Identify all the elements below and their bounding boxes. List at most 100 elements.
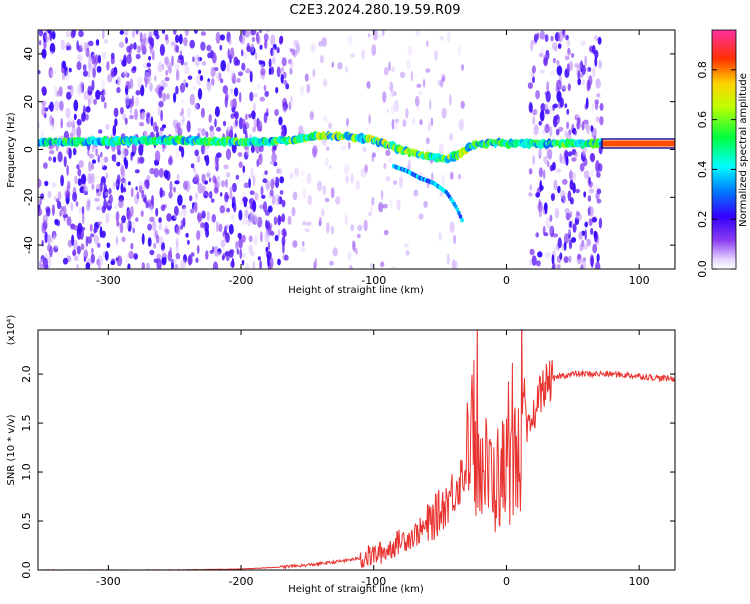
spectrogram-noise-blob — [458, 118, 464, 131]
spectrogram-noise-blob — [42, 257, 49, 269]
spectrogram-noise-blob — [251, 36, 256, 43]
spectrogram-noise-blob — [135, 217, 139, 222]
spectrogram-noise-blob — [141, 262, 145, 269]
spectrogram-noise-blob — [125, 94, 130, 107]
spectrogram-noise-blob — [183, 79, 186, 85]
spectrogram-noise-blob — [532, 154, 536, 166]
spectrogram-noise-blob — [535, 205, 539, 211]
spectrogram-noise-blob — [230, 113, 234, 119]
spectrogram-noise-blob — [151, 195, 154, 205]
spectrogram-noise-blob — [60, 174, 64, 187]
spectrogram-noise-blob — [549, 125, 553, 137]
spectrogram-noise-blob — [118, 199, 124, 209]
spectrogram-noise-blob — [254, 192, 259, 201]
spectrogram-noise-blob — [556, 61, 561, 67]
spectrogram-noise-blob — [230, 88, 233, 95]
spectrogram-noise-blob — [121, 167, 126, 180]
spectrogram-noise-blob — [194, 30, 198, 34]
spectrogram-noise-blob — [162, 92, 167, 102]
spectrogram-noise-blob — [598, 60, 602, 69]
spectrogram-noise-blob — [206, 81, 210, 87]
spectrogram-noise-blob — [126, 54, 132, 65]
spectrogram-noise-blob — [546, 148, 553, 160]
spectrogram-noise-blob — [243, 182, 250, 189]
spectrogram-noise-blob — [171, 258, 177, 264]
spectrogram-noise-blob — [383, 229, 389, 236]
spectrogram-noise-blob — [290, 95, 293, 102]
spectrogram-noise-blob — [71, 125, 76, 137]
spectrogram-noise-blob — [241, 118, 246, 128]
spectrogram-noise-blob — [253, 117, 257, 129]
spectrogram-noise-blob — [371, 152, 375, 163]
spectrogram-noise-blob — [306, 83, 311, 94]
spectrogram-noise-blob — [578, 61, 583, 71]
spectrogram-noise-blob — [125, 220, 130, 231]
spectrogram-noise-blob — [441, 107, 447, 119]
spectrogram-noise-blob — [242, 215, 248, 226]
spectrogram-noise-blob — [385, 176, 391, 182]
spectrogram-noise-blob — [168, 191, 173, 199]
spectrogram-noise-blob — [588, 205, 594, 217]
spectrogram-noise-blob — [182, 207, 187, 217]
spectrogram-noise-blob — [276, 66, 281, 78]
spectrogram-noise-blob — [211, 214, 217, 223]
spectrogram-noise-blob — [300, 246, 306, 253]
spectrogram-noise-blob — [166, 93, 170, 100]
colorbar: 0.0 0.2 0.4 0.6 0.8 Normalized spectral ampl… — [696, 29, 749, 278]
spectrogram-noise-blob — [360, 168, 366, 178]
spectrogram-noise-blob — [72, 192, 78, 202]
spectrogram-noise-blob — [292, 191, 298, 201]
spectrogram-noise-blob — [278, 36, 283, 45]
spectrogram-noise-blob — [596, 171, 601, 178]
spectrogram-noise-blob — [390, 104, 396, 115]
spectrogram-noise-blob — [59, 100, 64, 112]
spectrogram-noise-blob — [195, 192, 198, 200]
spectrogram-noise-blob — [91, 55, 96, 65]
spectrogram-noise-blob — [577, 78, 581, 86]
spectrogram-noise-blob — [565, 156, 569, 166]
spectrogram-noise-blob — [309, 111, 314, 120]
spectrogram-noise-blob — [281, 199, 286, 208]
spectrogram-noise-blob — [108, 187, 112, 195]
spectrogram-noise-blob — [539, 69, 545, 74]
spectrogram-noise-blob — [209, 130, 215, 139]
spectrogram-noise-blob — [439, 35, 445, 41]
spectrogram-noise-blob — [68, 67, 72, 73]
spectrogram-noise-blob — [53, 245, 59, 253]
spectrogram-noise-blob — [579, 163, 585, 172]
spectrogram-noise-blob — [76, 264, 79, 269]
spectrogram-noise-blob — [355, 247, 358, 255]
spectrogram-noise-blob — [205, 228, 210, 238]
spectrogram-noise-blob — [108, 194, 114, 204]
spectrogram-noise-blob — [88, 40, 94, 47]
spectrogram-noise-blob — [72, 248, 77, 257]
spectrogram-noise-blob — [239, 199, 244, 206]
spectrogram-noise-blob — [68, 147, 72, 159]
spectrogram-noise-blob — [50, 70, 54, 77]
spectrogram-noise-blob — [306, 173, 312, 184]
spectrogram-noise-blob — [155, 234, 160, 244]
spectrogram-noise-blob — [532, 76, 535, 84]
spectrogram-noise-blob — [222, 85, 228, 94]
spectrogram-noise-blob — [138, 144, 144, 156]
spectrogram-noise-blob — [244, 30, 250, 38]
spectrogram-noise-blob — [194, 149, 199, 157]
spectrogram-noise-blob — [245, 204, 251, 209]
spectrogram-noise-blob — [591, 67, 596, 78]
spectrogram-noise-blob — [233, 56, 239, 66]
spectrogram-noise-blob — [100, 95, 106, 103]
spectrogram-noise-blob — [228, 37, 232, 46]
spectrogram-noise-blob — [257, 256, 261, 261]
spectrogram-noise-blob — [61, 60, 67, 69]
spectrogram-noise-blob — [329, 260, 334, 266]
spectrogram-noise-blob — [532, 115, 536, 125]
spectrogram-noise-blob — [159, 187, 163, 199]
spectrogram-noise-blob — [76, 118, 82, 126]
snr-series-line — [38, 330, 675, 570]
spectrogram-noise-blob — [65, 30, 71, 38]
spectrogram-noise-blob — [275, 87, 279, 94]
spectrogram-noise-blob — [596, 253, 600, 263]
spectrogram-noise-blob — [540, 103, 546, 112]
spectrogram-noise-blob — [122, 187, 127, 193]
spectrogram-noise-blob — [81, 112, 86, 122]
